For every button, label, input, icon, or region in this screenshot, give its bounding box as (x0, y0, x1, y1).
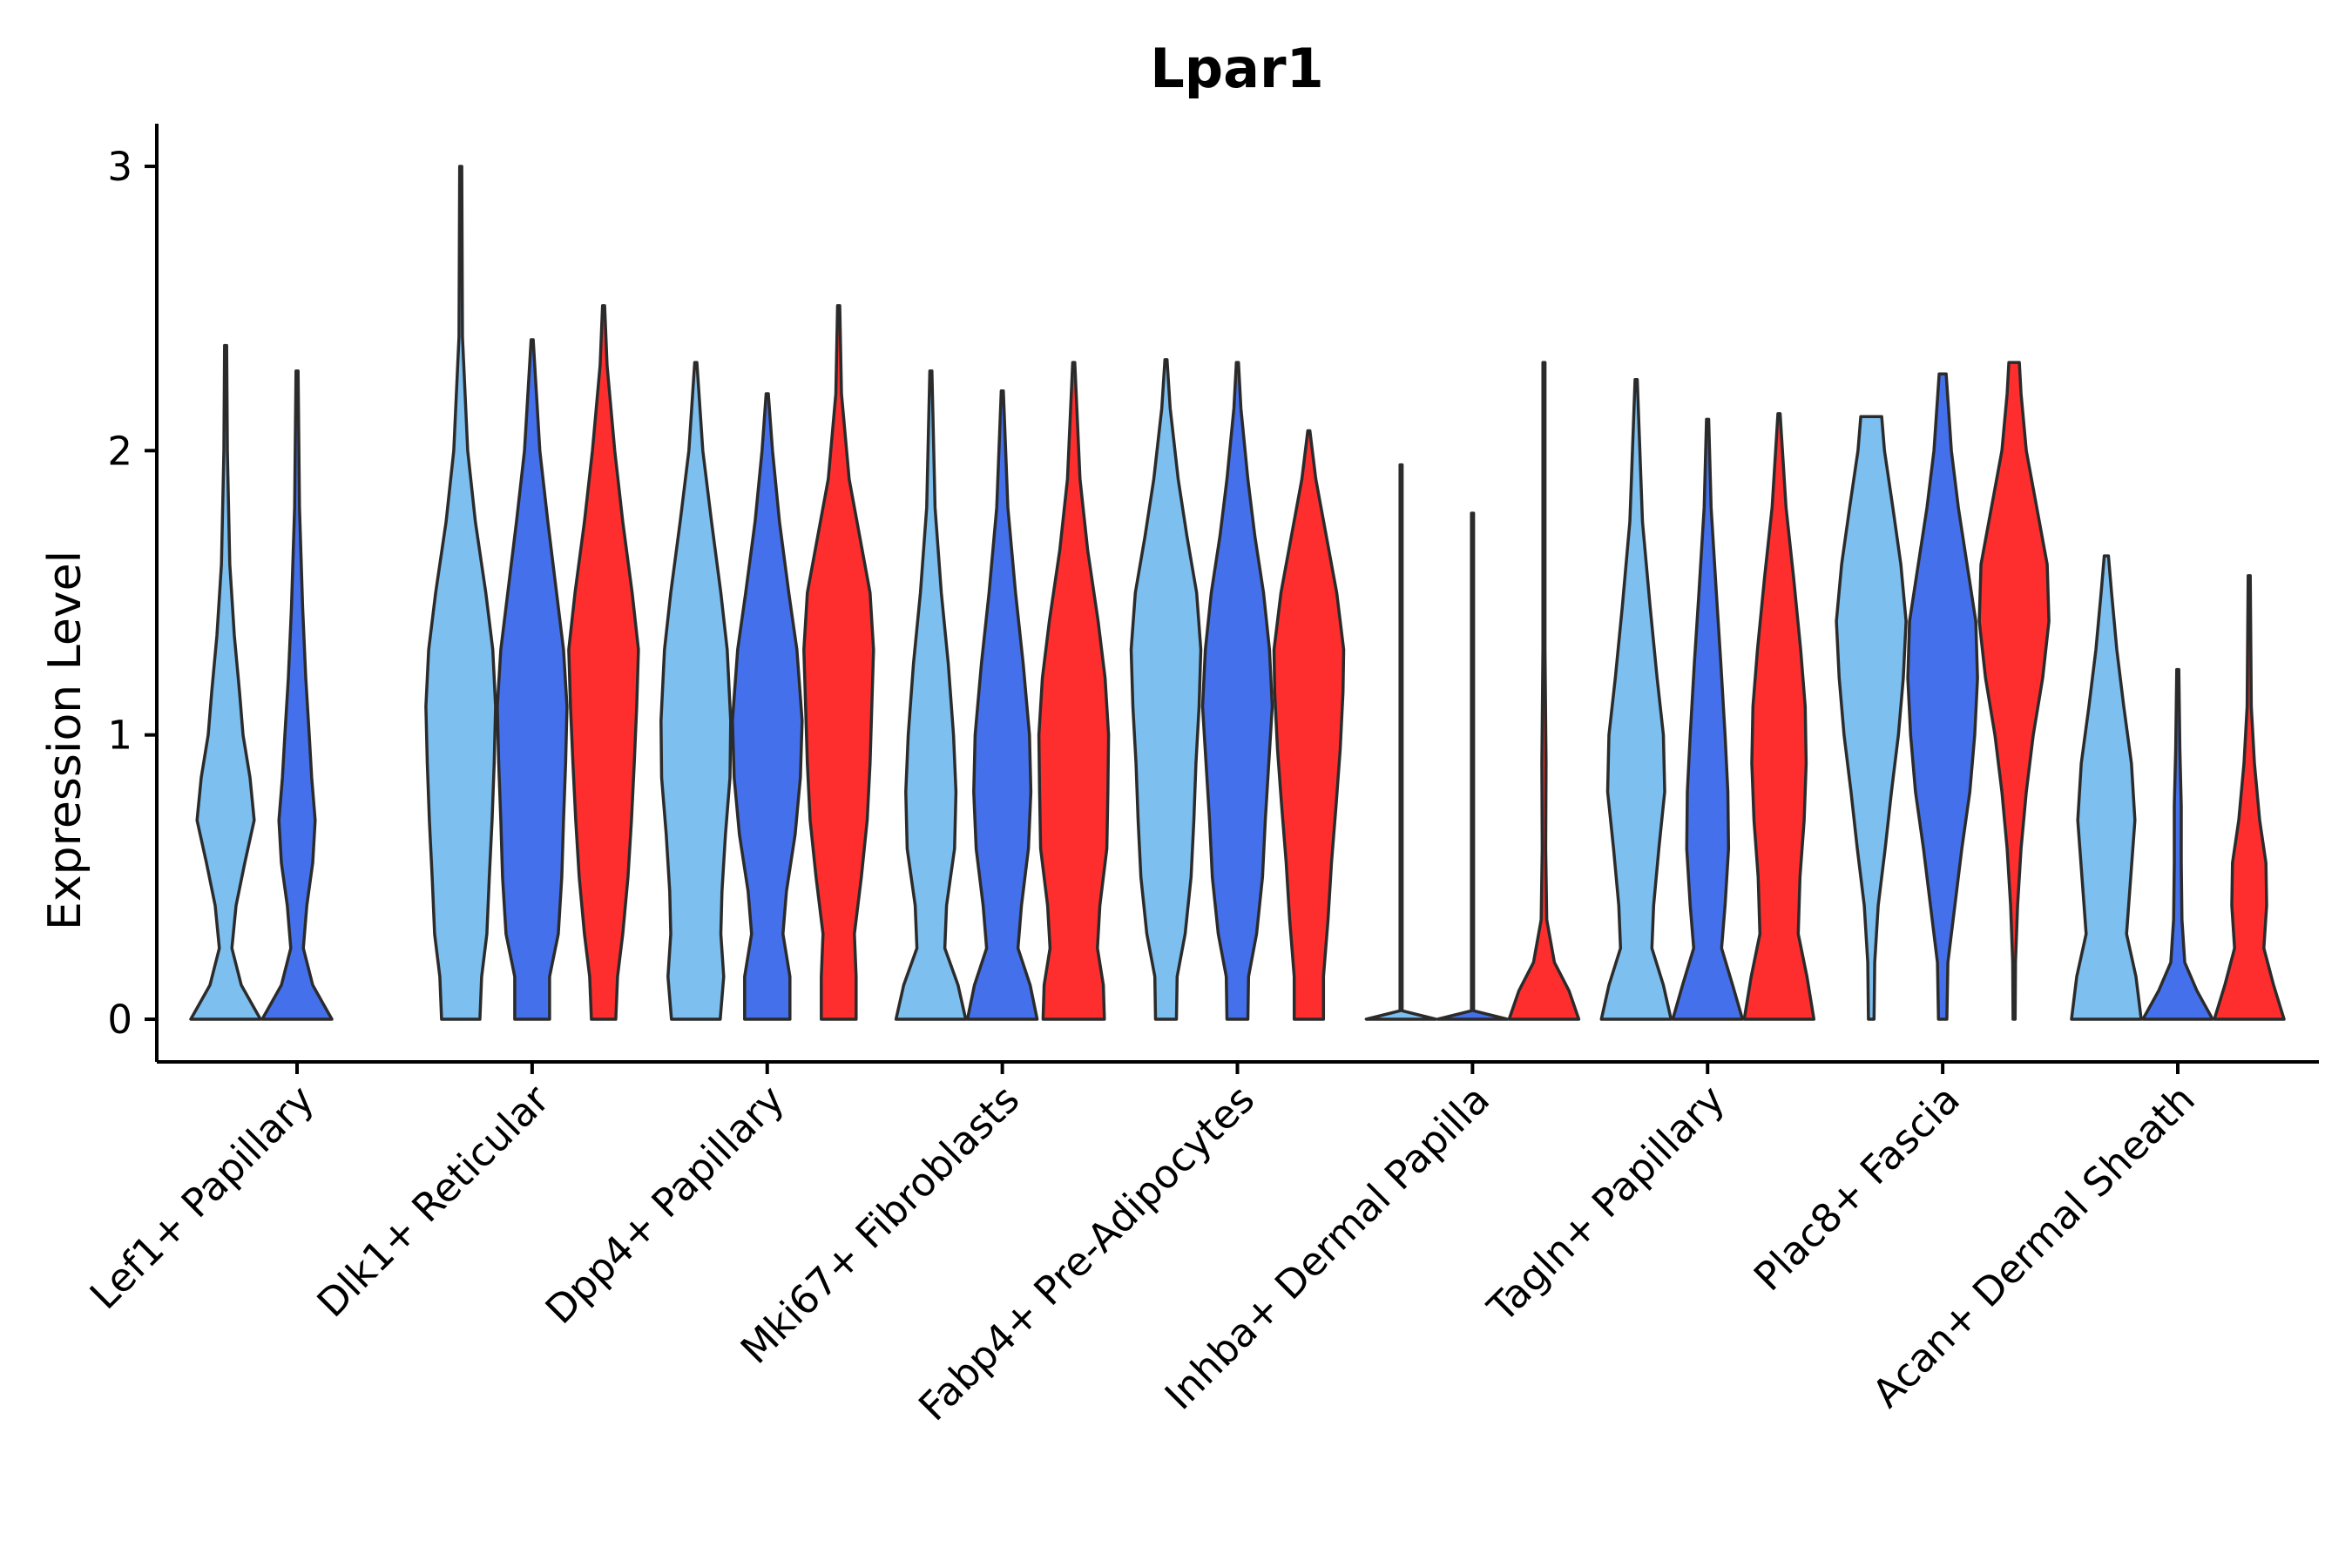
violin-7-2 (1977, 361, 2051, 1021)
violin-4-0 (1129, 358, 1203, 1021)
x-tick-label: Lef1+ Papillary (81, 1076, 323, 1318)
violin-7-1 (1906, 372, 1979, 1021)
chart-title: Lpar1 (1150, 37, 1323, 100)
violin-1-0 (424, 165, 497, 1021)
violin-8-1 (2141, 667, 2214, 1021)
violin-1-2 (567, 304, 640, 1021)
violin-2-2 (802, 304, 875, 1021)
violin-6-2 (1742, 412, 1816, 1021)
x-tick-label: Dpp4+ Papillary (537, 1076, 794, 1333)
violin-2-1 (731, 392, 804, 1021)
violin-6-1 (1671, 417, 1745, 1021)
y-tick-label: 1 (107, 713, 132, 759)
violin-1-1 (496, 338, 569, 1021)
y-tick-label: 0 (107, 997, 132, 1043)
violin-4-2 (1272, 429, 1346, 1021)
violin-4-1 (1200, 361, 1274, 1021)
violin-0-1 (260, 369, 334, 1021)
x-tick-label: Tagln+ Papillary (1478, 1076, 1734, 1331)
violin-8-0 (2070, 554, 2143, 1021)
violin-layer (189, 165, 2286, 1021)
y-tick-label: 2 (107, 428, 132, 474)
y-axis-ticks: 0 1 2 3 (107, 144, 157, 1043)
violin-6-0 (1599, 377, 1673, 1021)
violin-2-0 (659, 361, 733, 1021)
y-axis-label: Expression Level (39, 551, 91, 930)
violin-5-2 (1507, 361, 1581, 1021)
x-tick-label: Plac8+ Fascia (1745, 1076, 1969, 1300)
violin-7-0 (1835, 415, 1908, 1021)
violin-5-0 (1364, 463, 1438, 1021)
violin-3-2 (1037, 361, 1111, 1021)
y-tick-label: 3 (107, 144, 132, 190)
violin-0-0 (189, 343, 262, 1021)
violin-3-1 (965, 389, 1039, 1021)
violin-3-0 (894, 369, 968, 1021)
x-tick-label: Dlk1+ Reticular (308, 1076, 558, 1326)
violin-5-1 (1436, 511, 1510, 1021)
violin-8-2 (2213, 574, 2286, 1021)
